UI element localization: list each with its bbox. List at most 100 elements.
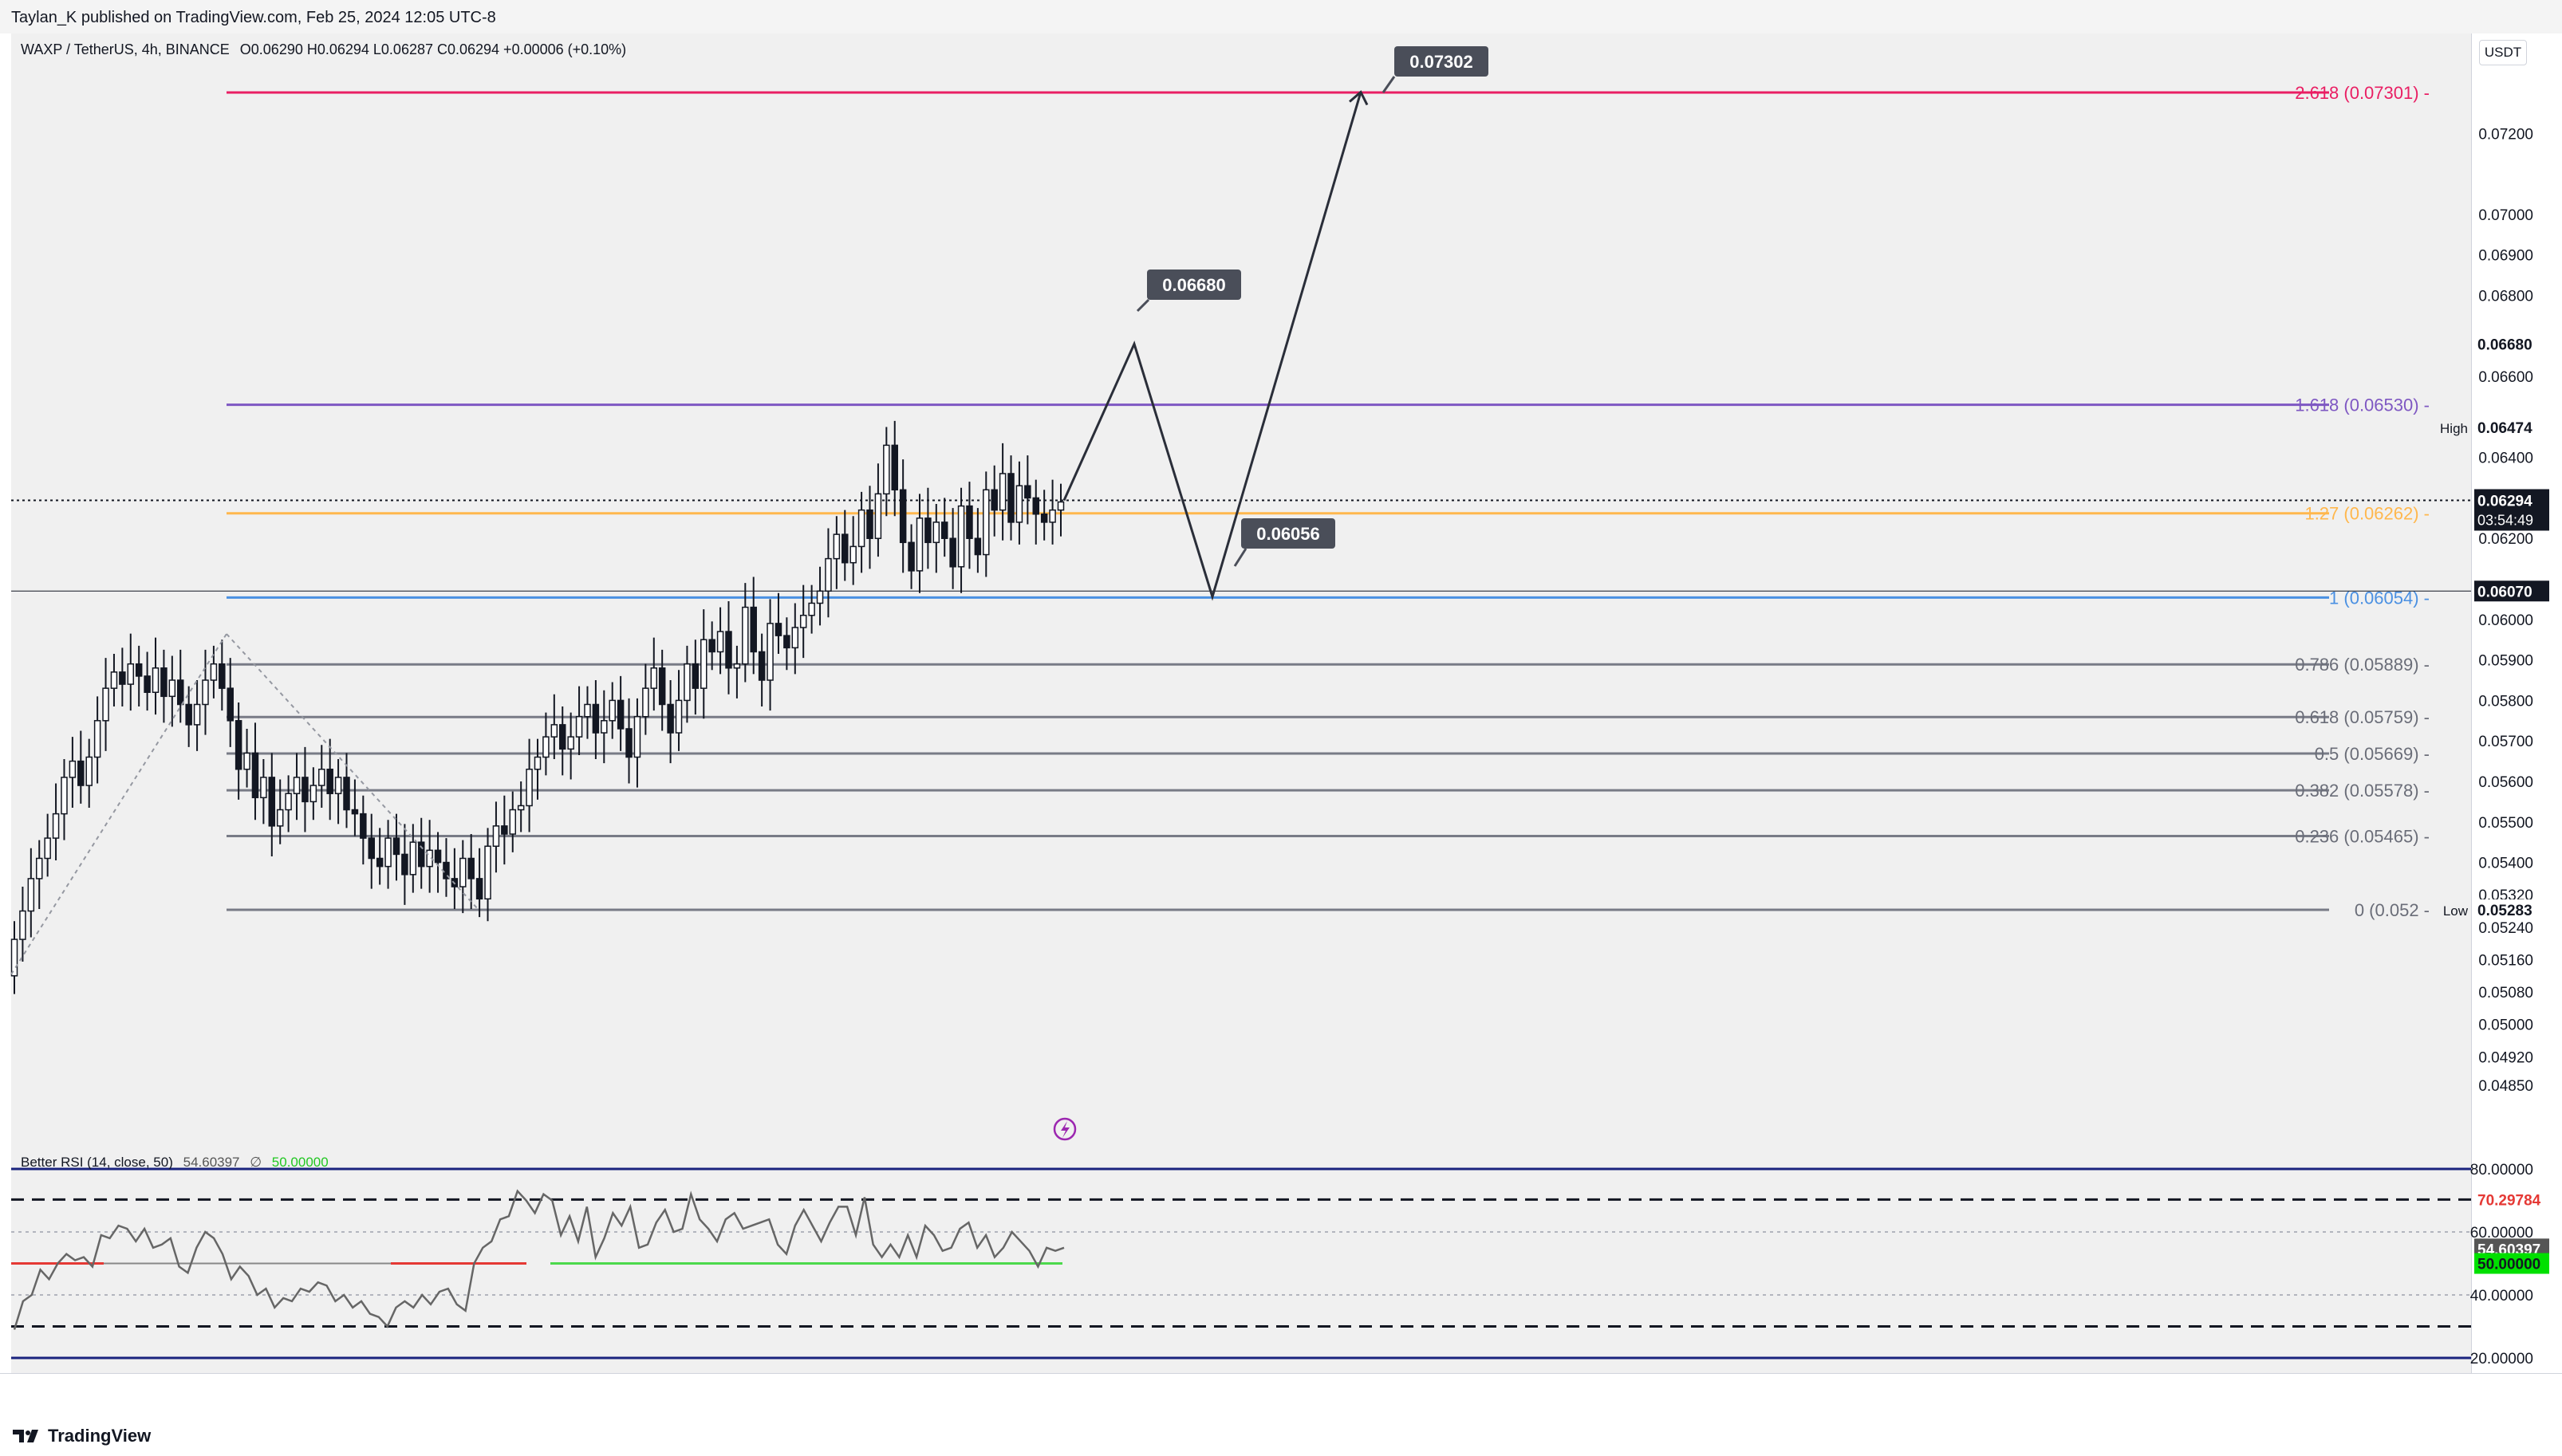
candle-body xyxy=(558,724,566,750)
price-tick-label: 0.05240 xyxy=(2478,920,2533,937)
lightning-icon xyxy=(1053,1117,1077,1141)
candle-body xyxy=(293,777,301,794)
candle-body xyxy=(625,728,633,758)
price-tick-label: 0.07000 xyxy=(2478,207,2533,224)
fib-level-label: 0.618 (0.05759) - xyxy=(2295,707,2430,727)
price-scale[interactable] xyxy=(2471,33,2562,1373)
candle-body xyxy=(177,679,184,706)
brand-name: TradingView xyxy=(48,1426,152,1446)
fib-level-label: 1.618 (0.06530) - xyxy=(2295,395,2430,415)
candle-body xyxy=(1024,485,1031,499)
candle-body xyxy=(932,521,940,544)
candle-body xyxy=(334,777,342,794)
candle-body xyxy=(409,841,417,876)
crosshair-price-badge: 0.06070 xyxy=(2477,584,2532,600)
candle-body xyxy=(891,444,898,491)
price-tick-label: 0.05500 xyxy=(2478,815,2533,832)
candle-body xyxy=(127,663,135,685)
rsi-overbought-badge-bg xyxy=(2474,1189,2549,1210)
candle-body xyxy=(816,590,824,604)
candle-body xyxy=(825,557,832,592)
rsi-overbought-badge: 70.29784 xyxy=(2477,1192,2541,1209)
candle-body xyxy=(35,857,43,880)
candle-body xyxy=(750,606,757,653)
publish-info: Taylan_K published on TradingView.com, F… xyxy=(11,9,496,26)
candle-body xyxy=(908,541,915,572)
candle-body xyxy=(940,521,948,539)
candle-body xyxy=(842,533,849,564)
projection-arrowhead xyxy=(1349,90,1369,106)
candle-body xyxy=(351,809,359,815)
price-tick-label: 0.05400 xyxy=(2478,856,2533,872)
price-tick-label: 0.05800 xyxy=(2478,693,2533,710)
candle-body xyxy=(999,473,1007,511)
tradingview-logo[interactable]: TradingView xyxy=(13,1426,151,1446)
fib-level-label: 0.382 (0.05578) - xyxy=(2295,781,2430,801)
candle-body xyxy=(883,444,890,495)
candle-body xyxy=(152,667,160,693)
candle-body xyxy=(675,699,683,734)
currency-button[interactable]: USDT xyxy=(2479,40,2527,65)
candle-body xyxy=(633,715,641,758)
price-tick-label: 0.05900 xyxy=(2478,653,2533,670)
price-tick-label: 0.06900 xyxy=(2478,248,2533,265)
candle-body xyxy=(417,841,425,868)
candle-body xyxy=(219,663,226,689)
candle-body xyxy=(833,533,841,560)
candle-body xyxy=(974,537,982,556)
candle-body xyxy=(957,505,965,568)
symbol-title[interactable]: WAXP / TetherUS, 4h, BINANCE xyxy=(21,41,230,57)
candle-body xyxy=(160,667,168,698)
candle-body xyxy=(467,857,475,880)
candle-body xyxy=(692,663,700,689)
candle-body xyxy=(384,837,392,868)
candle-body xyxy=(509,809,517,835)
candle-body xyxy=(592,703,600,734)
fib-level-label: 0 (0.052 - xyxy=(2355,900,2430,920)
candle-body xyxy=(235,720,242,770)
rsi-title[interactable]: Better RSI (14, close, 50) xyxy=(21,1155,173,1170)
left-margin xyxy=(0,33,11,1373)
price-tick-label: 0.06400 xyxy=(2478,451,2533,467)
projection-price-badge: 0.06680 xyxy=(2477,336,2532,353)
rsi-tick-label: 60.00000 xyxy=(2470,1225,2533,1242)
candle-body xyxy=(924,517,932,544)
candle-body xyxy=(575,715,583,738)
low-price-badge: 0.05283 xyxy=(2477,903,2532,919)
rsi-value: 54.60397 xyxy=(183,1155,240,1170)
callout-07302-box xyxy=(1394,46,1488,77)
candle-body xyxy=(874,493,882,539)
candle-body xyxy=(309,785,317,803)
last-price-badge-bg xyxy=(2474,489,2549,531)
candle-body xyxy=(550,724,558,738)
fib-level-label: 2.618 (0.07301) - xyxy=(2295,83,2430,103)
fib-level-label: 0.5 (0.05669) - xyxy=(2315,744,2430,764)
candle-body xyxy=(617,699,625,730)
callout-07302-text: 0.07302 xyxy=(1409,52,1473,72)
price-tick-label: 0.06600 xyxy=(2478,369,2533,386)
candle-body xyxy=(268,777,276,827)
candle-body xyxy=(949,537,956,568)
candle-body xyxy=(808,602,815,616)
symbol-legend: WAXP / TetherUS, 4h, BINANCE O0.06290 H0… xyxy=(21,41,626,58)
candle-body xyxy=(492,825,500,848)
candle-body xyxy=(991,489,998,511)
price-tick-label: 0.05160 xyxy=(2478,952,2533,969)
price-tick-label: 0.05700 xyxy=(2478,734,2533,750)
time-scale[interactable] xyxy=(0,1373,2562,1415)
callout-connector xyxy=(1382,76,1396,93)
candle-body xyxy=(202,679,209,706)
fib-level-label: 0.786 (0.05889) - xyxy=(2295,655,2430,675)
candle-body xyxy=(658,667,666,706)
candle-body xyxy=(866,509,873,539)
candle-body xyxy=(10,939,18,977)
tradingview-logo-icon xyxy=(13,1430,38,1442)
last-price-value: 0.06294 xyxy=(2477,493,2532,510)
chart-pane[interactable] xyxy=(11,33,2471,1373)
candle-body xyxy=(526,768,533,807)
candle-body xyxy=(1040,514,1048,523)
candle-body xyxy=(983,489,990,556)
callout-06056-text: 0.06056 xyxy=(1256,524,1320,544)
candle-body xyxy=(849,545,857,564)
candle-body xyxy=(708,639,715,653)
